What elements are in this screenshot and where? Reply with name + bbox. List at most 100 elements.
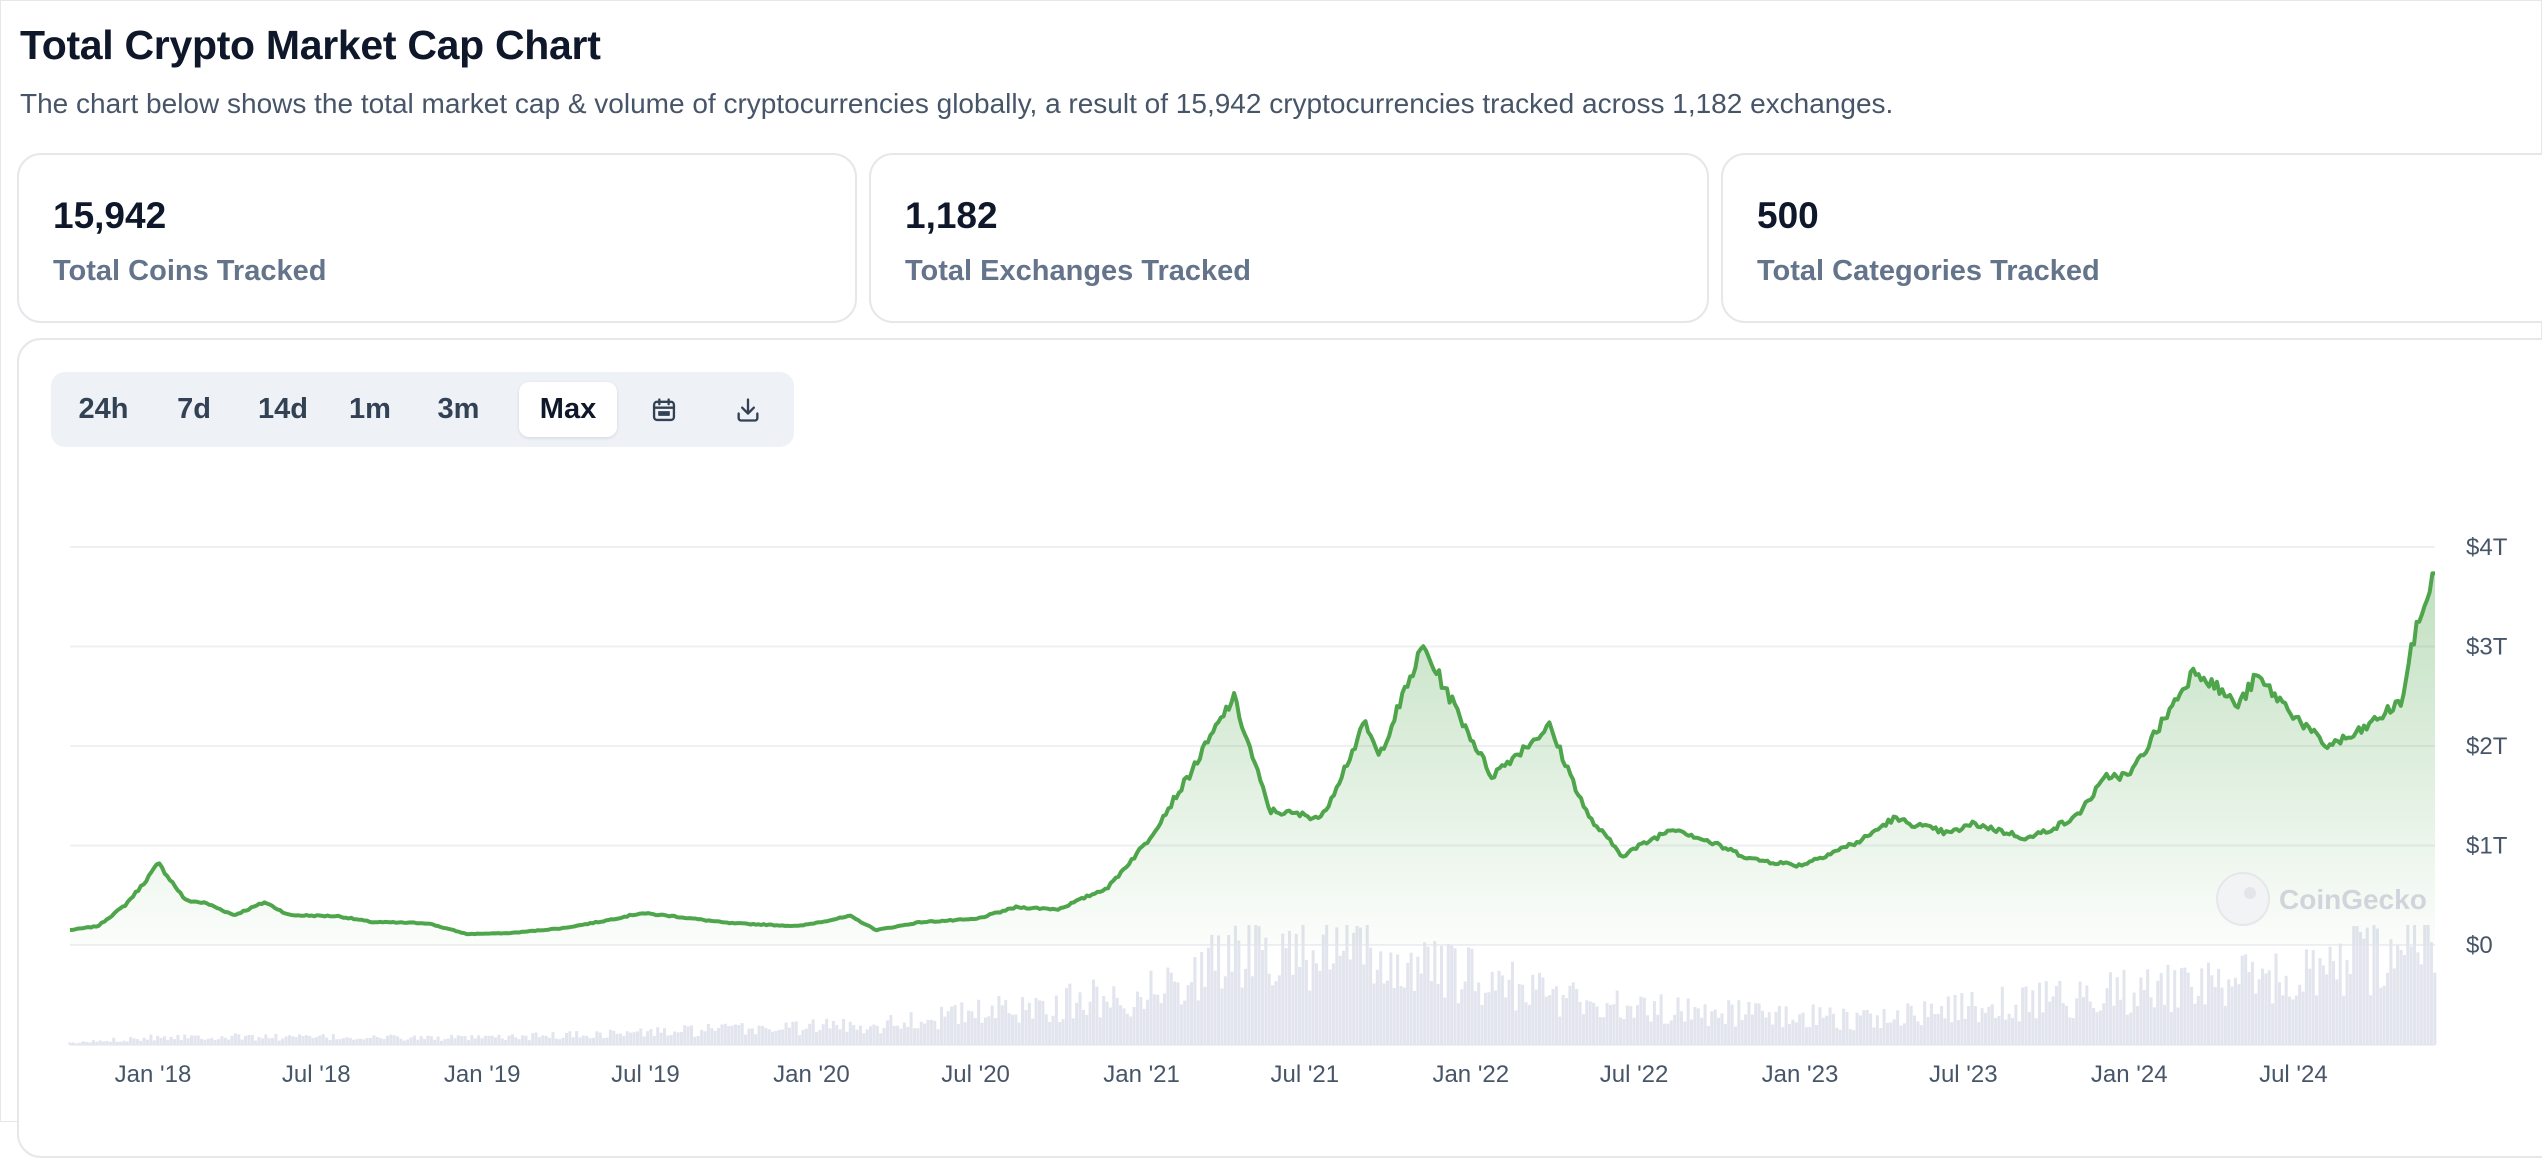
volume-bar: [1267, 973, 1271, 1045]
volume-bar: [159, 1037, 163, 1045]
volume-bar: [1031, 1018, 1035, 1045]
volume-bar: [318, 1035, 322, 1045]
range-tab-14d[interactable]: 14d: [258, 393, 308, 425]
range-tab-24h[interactable]: 24h: [78, 393, 129, 425]
volume-bar: [2051, 996, 2055, 1045]
volume-bar: [1348, 959, 1352, 1045]
volume-bar: [1169, 972, 1173, 1045]
range-tab-max[interactable]: Max: [519, 382, 617, 437]
volume-bar: [1906, 1003, 1910, 1045]
volume-bar: [1483, 992, 1487, 1045]
volume-bar: [1973, 1006, 1977, 1045]
volume-bar: [524, 1035, 528, 1045]
volume-bar: [1193, 957, 1197, 1045]
volume-bar: [2122, 969, 2126, 1045]
volume-bar: [2386, 972, 2390, 1045]
volume-bar: [2190, 986, 2194, 1045]
volume-bar: [75, 1043, 79, 1045]
volume-bar: [173, 1039, 177, 1045]
volume-bar: [2105, 988, 2109, 1045]
market-cap-line: [69, 571, 2436, 937]
volume-bar: [389, 1034, 393, 1045]
volume-bar: [200, 1039, 204, 1045]
volume-bar: [1088, 1001, 1092, 1045]
volume-bar: [912, 1028, 916, 1045]
volume-bar: [2021, 987, 2025, 1045]
download-icon[interactable]: [718, 382, 778, 437]
volume-bar: [1608, 1004, 1612, 1045]
volume-bar: [2375, 928, 2379, 1045]
volume-bar: [2250, 961, 2254, 1045]
volume-bar: [923, 1023, 927, 1045]
volume-bar: [737, 1025, 741, 1045]
volume-bar: [1629, 1006, 1633, 1045]
volume-bar: [2267, 970, 2271, 1045]
volume-bar: [2223, 1005, 2227, 1045]
volume-bar: [1909, 1005, 1913, 1045]
volume-bar: [1365, 925, 1369, 1045]
y-tick-label: $4T: [2466, 534, 2508, 561]
volume-bar: [852, 1024, 856, 1045]
volume-bar: [254, 1040, 258, 1045]
volume-bar: [2321, 965, 2325, 1045]
volume-bar: [2348, 974, 2352, 1045]
volume-bar: [1210, 934, 1214, 1045]
volume-bar: [1994, 1017, 1998, 1045]
volume-bar: [2369, 995, 2373, 1045]
range-tab-3m[interactable]: 3m: [437, 393, 480, 425]
volume-bar: [2396, 944, 2400, 1045]
volume-bar: [1578, 1002, 1582, 1045]
y-axis-ticks: $0 $1T $2T $3T $4T: [2466, 534, 2508, 959]
range-tab-7d[interactable]: 7d: [177, 393, 211, 425]
volume-bar: [1744, 1014, 1748, 1045]
volume-bar: [1595, 1006, 1599, 1045]
volume-bar: [281, 1038, 285, 1045]
volume-bar: [162, 1036, 166, 1045]
calendar-icon[interactable]: [634, 382, 694, 437]
volume-bar: [615, 1033, 619, 1045]
volume-bar: [1142, 1009, 1146, 1045]
volume-bar: [1206, 947, 1210, 1045]
volume-bar: [385, 1035, 389, 1045]
volume-bar: [1575, 988, 1579, 1045]
stat-card-categories: 500 Total Categories Tracked: [1721, 153, 2542, 323]
volume-bar: [298, 1034, 302, 1045]
volume-bar: [2345, 959, 2349, 1045]
volume-bar: [2125, 1014, 2129, 1045]
volume-bar: [436, 1036, 440, 1045]
volume-bar: [2342, 995, 2346, 1045]
volume-bar: [291, 1036, 295, 1045]
volume-bar: [2007, 1013, 2011, 1045]
volume-bar: [1781, 1027, 1785, 1045]
volume-bar: [2075, 998, 2079, 1045]
volume-bar: [1750, 1014, 1754, 1045]
range-tab-1m[interactable]: 1m: [349, 393, 391, 425]
volume-bar: [899, 1028, 903, 1045]
volume-bar: [1369, 947, 1373, 1045]
volume-bar: [1656, 1014, 1660, 1045]
volume-bar: [1244, 968, 1248, 1045]
volume-bar: [2159, 972, 2163, 1045]
volume-bar: [1673, 1014, 1677, 1045]
volume-bar: [2291, 999, 2295, 1045]
volume-bar: [1342, 950, 1346, 1045]
volume-bar: [2301, 991, 2305, 1045]
volume-bar: [1798, 1014, 1802, 1045]
volume-bar: [787, 1027, 791, 1045]
stat-value: 15,942: [53, 195, 167, 236]
volume-bar: [848, 1021, 852, 1045]
page-title: Total Crypto Market Cap Chart: [20, 22, 601, 68]
volume-bar: [967, 1010, 971, 1045]
volume-bar: [1004, 1000, 1008, 1045]
volume-bar: [764, 1027, 768, 1045]
volume-bar: [879, 1033, 883, 1045]
volume-bar: [1497, 970, 1501, 1045]
volume-bar: [798, 1035, 802, 1045]
volume-bar: [1237, 940, 1241, 1045]
volume-bar: [433, 1039, 437, 1045]
volume-bar: [1987, 1006, 1991, 1045]
volume-bar: [1784, 1006, 1788, 1045]
x-tick-label: Jan '24: [2091, 1061, 2168, 1088]
volume-bar: [1929, 1003, 1933, 1045]
volume-bar: [345, 1037, 349, 1045]
